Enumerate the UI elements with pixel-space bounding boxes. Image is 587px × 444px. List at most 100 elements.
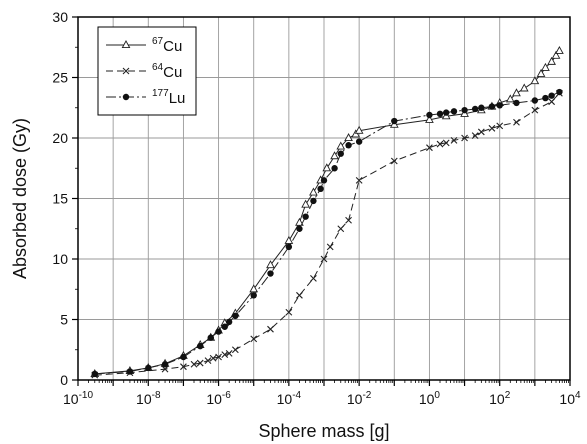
series-line [94,92,560,376]
data-point-cross [209,354,217,362]
y-axis-title: Absorbed dose (Gy) [10,118,30,279]
data-point-triangle [536,68,546,77]
data-point-circle [355,138,363,145]
y-tick-label: 30 [52,9,68,25]
data-point-triangle [322,163,332,172]
data-point-cross [471,132,479,139]
data-point-circle [488,103,496,110]
data-point-triangle [541,62,550,71]
data-point-cross [320,255,328,263]
data-point-cross [548,98,556,106]
x-tick-label: 10-4 [277,390,302,407]
data-point-cross [250,335,258,343]
data-point-cross [180,363,187,371]
data-point-cross [231,346,239,354]
data-point-cross [221,351,229,358]
data-point-triangle [336,141,346,150]
data-point-circle [320,177,328,184]
data-point-circle [161,361,169,368]
data-point-circle [436,110,444,118]
data-point-cross [390,157,398,165]
data-point-circle [471,105,479,113]
axis-ticks: 10-10 10-8 10-6 10-4 10-2 100 102 104 0 5 10 15 20 25… [52,9,581,407]
data-point-circle [285,243,293,251]
data-point-circle [207,334,214,341]
data-point-cross [461,134,468,142]
data-point-circle [478,104,485,111]
x-tick-label: 10-6 [206,390,231,407]
data-point-circle [215,328,222,335]
data-point-cross [436,140,444,148]
legend-label: 64Cu [152,62,182,81]
data-point-circle [122,93,130,101]
data-point-triangle [354,125,364,134]
data-point-cross [326,243,334,251]
series-layer [90,45,564,379]
data-point-circle [250,292,257,299]
series-line [94,91,560,375]
data-point-circle [496,102,503,109]
data-point-circle [337,150,344,157]
data-point-circle [196,342,204,350]
data-point-circle [310,197,317,205]
x-tick-label: 102 [489,390,511,407]
data-point-triangle [505,94,515,103]
data-point-circle [426,111,433,119]
data-point-triangle [530,76,540,85]
x-axis-title: Sphere mass [g] [258,421,389,441]
data-point-triangle [330,151,339,160]
legend: 67Cu 64Cu 177Lu [97,26,197,116]
data-point-circle [145,364,152,372]
data-point-circle [345,142,352,149]
data-point-cross [285,308,293,316]
data-point-cross [442,139,450,147]
data-point-triangle [555,45,564,54]
x-tick-label: 10-2 [347,390,372,407]
data-point-circle [461,106,468,114]
data-point-cross [122,67,130,75]
data-point-triangle [519,83,529,92]
data-point-triangle [295,217,304,226]
x-tick-label: 104 [559,390,581,407]
data-point-circle [391,117,398,125]
data-point-cross [161,365,169,373]
data-point-circle [556,88,563,96]
data-point-triangle [551,50,561,59]
series-64-cu [91,89,563,379]
y-tick-label: 0 [60,372,68,388]
data-point-circle [267,270,274,277]
data-point-cross [450,137,458,144]
data-point-circle [225,318,233,326]
series-177-lu [91,88,563,378]
y-tick-label: 5 [60,312,68,328]
data-point-triangle [284,235,294,244]
data-point-cross [215,353,222,361]
data-point-triangle [425,114,434,123]
data-point-cross [345,216,352,224]
grid-lines [78,17,570,380]
data-point-triangle [249,284,259,293]
x-tick-label: 10-10 [63,390,93,407]
data-point-circle [296,225,303,232]
data-point-triangle [512,88,521,97]
data-point-circle [302,213,309,220]
data-point-circle [442,109,450,116]
y-tick-label: 10 [52,251,68,267]
y-tick-label: 20 [52,130,68,146]
data-point-cross [204,357,212,365]
data-point-circle [513,99,520,107]
legend-box [97,26,197,116]
data-point-cross [196,359,204,367]
x-tick-label: 100 [419,390,441,407]
data-point-cross [496,122,504,130]
data-point-circle [317,185,324,193]
data-point-circle [91,370,98,378]
data-point-cross [488,124,496,132]
data-point-circle [232,312,239,320]
data-point-cross [310,274,317,282]
data-point-circle [221,323,228,330]
data-point-cross [426,144,433,152]
legend-label: 67Cu [152,36,182,55]
data-point-circle [531,97,539,104]
